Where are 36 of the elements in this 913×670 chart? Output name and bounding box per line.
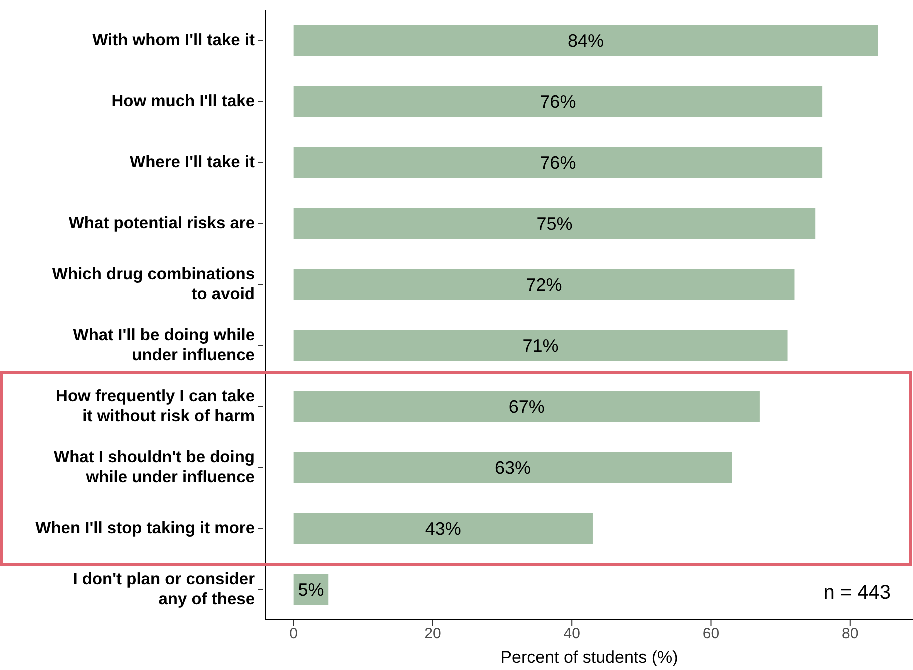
- data-label: 72%: [526, 275, 562, 296]
- bar: [294, 269, 795, 300]
- x-tick-label: 0: [290, 626, 298, 643]
- y-tick-label: What I'll be doing while under influence: [73, 326, 255, 364]
- bar: [294, 208, 816, 240]
- y-tick-label: I don't plan or consider any of these: [73, 570, 256, 608]
- data-label: 76%: [540, 153, 576, 174]
- y-tick-label: When I'll stop taking it more: [36, 520, 255, 538]
- annotation: n = 443: [824, 582, 891, 605]
- bar: [294, 147, 823, 178]
- data-label: 75%: [536, 214, 573, 234]
- y-tick-label: How frequently I can take it without risk of harm: [56, 388, 255, 426]
- bar: [294, 391, 760, 422]
- x-tick-label: 20: [424, 626, 442, 643]
- x-tick-label: 60: [702, 626, 720, 643]
- y-tick-label: What potential risks are: [68, 214, 255, 232]
- bar: [294, 25, 878, 56]
- y-tick-label: Where I'll take it: [130, 154, 256, 172]
- bar: [294, 452, 732, 484]
- data-label: 5%: [298, 580, 324, 600]
- bar: [294, 513, 593, 544]
- data-label: 84%: [568, 31, 604, 52]
- data-label: 43%: [425, 519, 462, 540]
- data-label: 76%: [540, 92, 576, 112]
- bar: [294, 86, 823, 118]
- data-label: 67%: [508, 397, 545, 418]
- data-label: 63%: [494, 458, 531, 478]
- bar: [294, 330, 788, 362]
- y-tick-label: What I shouldn't be doing while under influence: [54, 448, 255, 486]
- y-tick-label: How much I'll take: [112, 92, 255, 110]
- x-tick-label: 80: [842, 626, 859, 643]
- y-tick-label: Which drug combinations to avoid: [52, 266, 255, 304]
- y-tick-label: With whom I'll take it: [92, 32, 256, 50]
- x-tick-label: 40: [564, 626, 580, 643]
- data-label: 71%: [522, 336, 559, 356]
- x-axis-title: Percent of students (%): [500, 648, 680, 668]
